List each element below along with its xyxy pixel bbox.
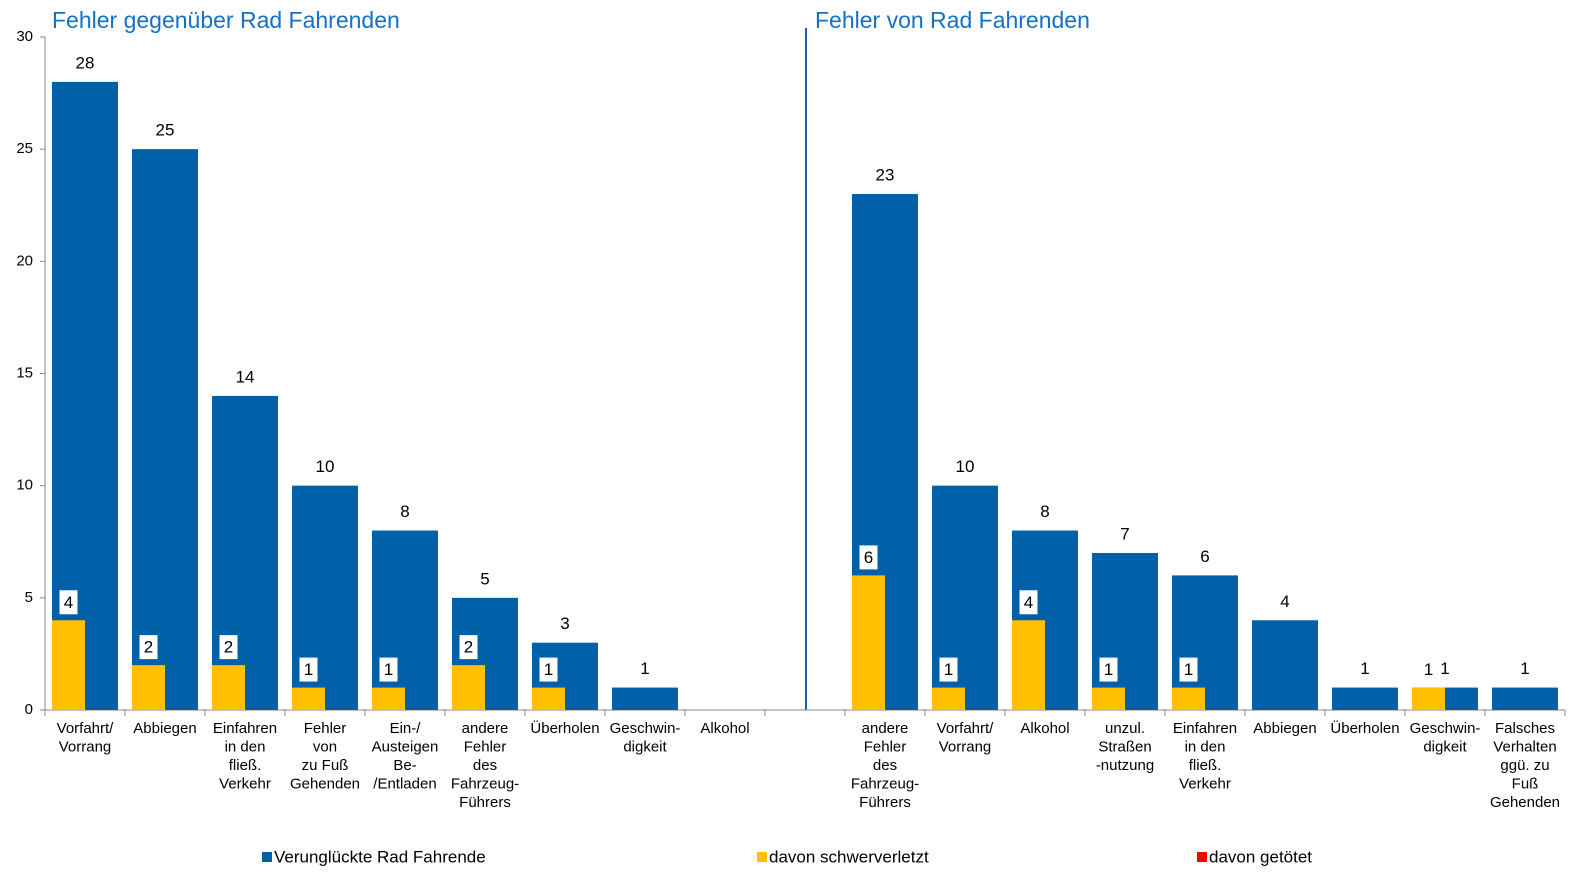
value-label: 1	[640, 659, 649, 678]
x-tick-label: Geschwin-digkeit	[1410, 720, 1481, 756]
group-title: Fehler von Rad Fahrenden	[815, 7, 1090, 33]
bar	[852, 575, 885, 710]
value-label: 1	[1360, 659, 1369, 678]
x-tick-label: Alkohol	[1020, 720, 1069, 737]
y-tick-label: 10	[16, 477, 33, 494]
x-tick-label: Vorfahrt/Vorrang	[937, 720, 995, 756]
value-label-box	[1179, 657, 1198, 682]
x-tick-label: andere Fehler des Fahrzeug-Führers	[851, 720, 919, 811]
legend-label: davon getötet	[1209, 847, 1312, 866]
value-label-box	[539, 657, 558, 682]
legend-swatch	[262, 852, 272, 862]
legend-label: davon schwerverletzt	[769, 847, 929, 866]
y-tick-label: 0	[25, 701, 33, 718]
value-label-box	[1019, 590, 1038, 615]
value-label: 1	[384, 660, 393, 679]
x-tick-label: Ein-/Austeigen Be-/Entladen	[372, 720, 439, 793]
bar	[532, 687, 565, 710]
x-tick-label: Überholen	[1330, 719, 1399, 737]
x-tick-label: Alkohol	[700, 720, 749, 737]
value-label: 25	[156, 121, 175, 140]
value-label-box	[939, 657, 958, 682]
x-tick-label: andere Fehler des Fahrzeug-Führers	[451, 720, 519, 811]
x-tick-label: Einfahren in den fließ. Verkehr	[213, 720, 277, 793]
value-label: 10	[956, 457, 975, 476]
x-tick-label: Fehler von zu Fuß Gehenden	[290, 720, 360, 793]
y-tick-label: 20	[16, 252, 33, 269]
bar	[1332, 687, 1398, 710]
bar	[1092, 552, 1158, 710]
value-label: 8	[400, 502, 409, 521]
x-tick-label: Vorfahrt/Vorrang	[57, 720, 115, 756]
bar	[212, 395, 278, 710]
value-label-box	[139, 635, 158, 660]
value-label: 1	[1520, 659, 1529, 678]
value-label: 14	[236, 367, 255, 386]
bar	[132, 149, 198, 710]
y-tick-label: 25	[16, 140, 33, 157]
legend-swatch	[757, 852, 767, 862]
value-label: 1	[1424, 660, 1433, 679]
x-tick-label: Abbiegen	[1253, 720, 1316, 737]
bar	[132, 665, 165, 710]
bar	[1492, 687, 1558, 710]
value-label: 3	[560, 614, 569, 633]
value-label: 2	[144, 638, 153, 657]
legend-swatch	[1197, 852, 1207, 862]
bar	[1172, 687, 1205, 710]
bar	[932, 687, 965, 710]
value-label-box	[379, 657, 398, 682]
value-label: 4	[1280, 592, 1289, 611]
bar	[612, 687, 678, 710]
value-label: 28	[76, 53, 95, 72]
value-label: 1	[304, 660, 313, 679]
group-title: Fehler gegenüber Rad Fahrenden	[52, 7, 400, 33]
value-label: 6	[864, 548, 873, 567]
value-label: 23	[876, 166, 895, 185]
bar	[1092, 687, 1125, 710]
value-label: 2	[464, 638, 473, 657]
value-label: 1	[544, 660, 553, 679]
value-label: 7	[1120, 524, 1129, 543]
y-tick-label: 30	[16, 28, 33, 45]
value-label: 1	[1440, 659, 1449, 678]
bar	[372, 687, 405, 710]
legend-label: Verunglückte Rad Fahrende	[274, 847, 486, 866]
x-tick-label: Einfahren in den fließ. Verkehr	[1173, 720, 1237, 793]
value-label-box	[1419, 657, 1438, 682]
value-label-box	[219, 635, 238, 660]
bar	[452, 665, 485, 710]
x-tick-label: Überholen	[530, 719, 599, 737]
value-label: 1	[1184, 660, 1193, 679]
value-label-box	[1099, 657, 1118, 682]
value-label-box	[59, 590, 78, 615]
value-label: 4	[1024, 593, 1033, 612]
value-label: 5	[480, 569, 489, 588]
value-label: 1	[944, 660, 953, 679]
bar	[1412, 687, 1445, 710]
x-tick-label: Abbiegen	[133, 720, 196, 737]
bar	[1012, 620, 1045, 710]
bar	[372, 530, 438, 710]
value-label: 10	[316, 457, 335, 476]
value-label-box	[859, 545, 878, 570]
value-label: 2	[224, 638, 233, 657]
x-tick-label: unzul. Straßen -nutzung	[1096, 720, 1154, 774]
bar	[1252, 620, 1318, 710]
bar	[52, 620, 85, 710]
value-label: 1	[1104, 660, 1113, 679]
bar	[292, 687, 325, 710]
value-label: 4	[64, 593, 73, 612]
value-label: 6	[1200, 547, 1209, 566]
y-tick-label: 5	[25, 589, 33, 606]
value-label: 8	[1040, 502, 1049, 521]
value-label-box	[459, 635, 478, 660]
value-label-box	[299, 657, 318, 682]
bar	[212, 665, 245, 710]
x-tick-label: Falsches Verhalten ggü. zu Fuß Gehenden	[1490, 720, 1560, 811]
y-tick-label: 15	[16, 364, 33, 381]
bar	[52, 81, 118, 710]
x-tick-label: Geschwin-digkeit	[610, 720, 681, 756]
